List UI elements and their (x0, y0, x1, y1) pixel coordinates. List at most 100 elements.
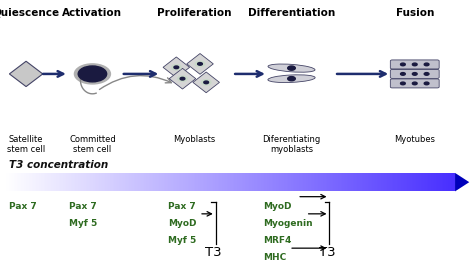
Bar (378, 173, 380, 191)
Bar (8, 173, 9, 191)
Bar (149, 173, 150, 191)
Bar (129, 173, 131, 191)
Text: Myf 5: Myf 5 (168, 236, 197, 245)
Bar (445, 173, 446, 191)
Bar (93, 173, 95, 191)
Bar (146, 173, 147, 191)
Text: Pax 7: Pax 7 (168, 202, 196, 211)
Circle shape (201, 80, 211, 85)
Bar (362, 173, 364, 191)
Bar (72, 173, 74, 191)
Bar (425, 173, 427, 191)
Bar (80, 173, 82, 191)
Text: Pax 7: Pax 7 (9, 202, 37, 211)
Bar (213, 173, 215, 191)
Bar (57, 173, 59, 191)
Bar (273, 173, 275, 191)
Bar (281, 173, 283, 191)
Bar (293, 173, 294, 191)
Bar (26, 173, 27, 191)
Bar (320, 173, 321, 191)
Bar (167, 173, 168, 191)
Bar (245, 173, 246, 191)
Polygon shape (169, 68, 196, 89)
Bar (272, 173, 273, 191)
Bar (189, 173, 191, 191)
Bar (413, 173, 414, 191)
Bar (210, 173, 212, 191)
Bar (351, 173, 353, 191)
Circle shape (288, 66, 295, 70)
Bar (382, 173, 383, 191)
Bar (260, 173, 262, 191)
Bar (237, 173, 239, 191)
Bar (305, 173, 306, 191)
Ellipse shape (268, 64, 315, 72)
Text: Pax 7: Pax 7 (69, 202, 97, 211)
Bar (368, 173, 369, 191)
Bar (218, 173, 219, 191)
Bar (98, 173, 99, 191)
Bar (36, 173, 38, 191)
Bar (311, 173, 312, 191)
Polygon shape (193, 72, 219, 93)
Bar (389, 173, 391, 191)
Bar (120, 173, 122, 191)
Bar (212, 173, 213, 191)
Bar (449, 173, 450, 191)
Bar (53, 173, 54, 191)
Circle shape (412, 63, 417, 66)
Bar (328, 173, 329, 191)
Bar (99, 173, 101, 191)
Bar (137, 173, 138, 191)
Text: Satellite
stem cell: Satellite stem cell (7, 135, 45, 154)
Bar (337, 173, 338, 191)
Bar (411, 173, 413, 191)
Bar (152, 173, 154, 191)
Bar (173, 173, 174, 191)
Bar (59, 173, 60, 191)
Bar (20, 173, 21, 191)
Bar (285, 173, 287, 191)
Bar (356, 173, 357, 191)
Bar (23, 173, 24, 191)
Bar (440, 173, 441, 191)
Bar (164, 173, 165, 191)
Circle shape (401, 73, 405, 75)
Bar (450, 173, 452, 191)
Circle shape (401, 82, 405, 85)
Text: T3: T3 (205, 246, 222, 259)
Bar (360, 173, 362, 191)
Bar (45, 173, 47, 191)
Bar (216, 173, 218, 191)
Bar (404, 173, 405, 191)
Bar (136, 173, 137, 191)
Bar (437, 173, 438, 191)
Bar (341, 173, 342, 191)
Bar (329, 173, 330, 191)
Circle shape (74, 64, 110, 84)
Circle shape (195, 61, 205, 67)
Bar (188, 173, 189, 191)
Bar (405, 173, 407, 191)
Bar (9, 173, 11, 191)
Bar (104, 173, 105, 191)
Bar (427, 173, 428, 191)
Bar (251, 173, 252, 191)
Ellipse shape (268, 75, 315, 83)
Bar (131, 173, 132, 191)
Bar (257, 173, 258, 191)
Bar (347, 173, 348, 191)
Bar (288, 173, 290, 191)
Bar (252, 173, 254, 191)
Bar (74, 173, 75, 191)
Circle shape (78, 66, 107, 82)
Bar (42, 173, 44, 191)
Bar (123, 173, 125, 191)
Bar (30, 173, 32, 191)
Bar (269, 173, 270, 191)
Bar (27, 173, 29, 191)
Bar (68, 173, 69, 191)
Bar (110, 173, 111, 191)
Bar (200, 173, 201, 191)
